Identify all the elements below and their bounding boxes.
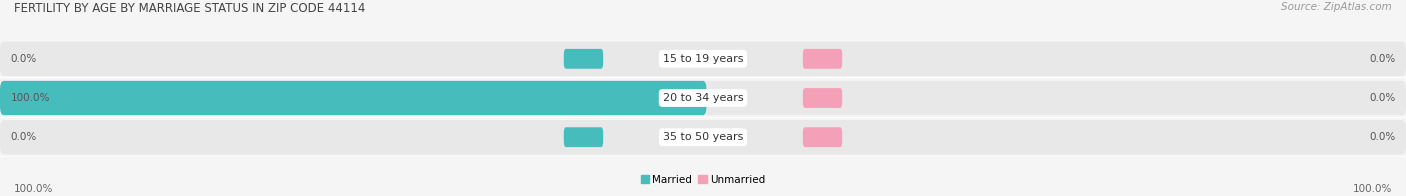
Text: 20 to 34 years: 20 to 34 years bbox=[662, 93, 744, 103]
Text: 0.0%: 0.0% bbox=[1369, 132, 1395, 142]
Text: 0.0%: 0.0% bbox=[1369, 54, 1395, 64]
FancyBboxPatch shape bbox=[803, 88, 842, 108]
FancyBboxPatch shape bbox=[803, 49, 842, 69]
Text: 0.0%: 0.0% bbox=[1369, 93, 1395, 103]
Text: 15 to 19 years: 15 to 19 years bbox=[662, 54, 744, 64]
Text: FERTILITY BY AGE BY MARRIAGE STATUS IN ZIP CODE 44114: FERTILITY BY AGE BY MARRIAGE STATUS IN Z… bbox=[14, 2, 366, 15]
FancyBboxPatch shape bbox=[0, 81, 1406, 115]
FancyBboxPatch shape bbox=[0, 42, 1406, 76]
FancyBboxPatch shape bbox=[0, 120, 1406, 154]
FancyBboxPatch shape bbox=[0, 81, 707, 115]
Text: 100.0%: 100.0% bbox=[10, 93, 51, 103]
Text: Source: ZipAtlas.com: Source: ZipAtlas.com bbox=[1281, 2, 1392, 12]
Text: 0.0%: 0.0% bbox=[10, 132, 37, 142]
FancyBboxPatch shape bbox=[564, 49, 603, 69]
Text: 0.0%: 0.0% bbox=[10, 54, 37, 64]
Text: 35 to 50 years: 35 to 50 years bbox=[662, 132, 744, 142]
FancyBboxPatch shape bbox=[803, 127, 842, 147]
Legend: Married, Unmarried: Married, Unmarried bbox=[637, 171, 769, 189]
FancyBboxPatch shape bbox=[564, 127, 603, 147]
Text: 100.0%: 100.0% bbox=[1353, 184, 1392, 194]
Text: 100.0%: 100.0% bbox=[14, 184, 53, 194]
FancyBboxPatch shape bbox=[564, 88, 603, 108]
